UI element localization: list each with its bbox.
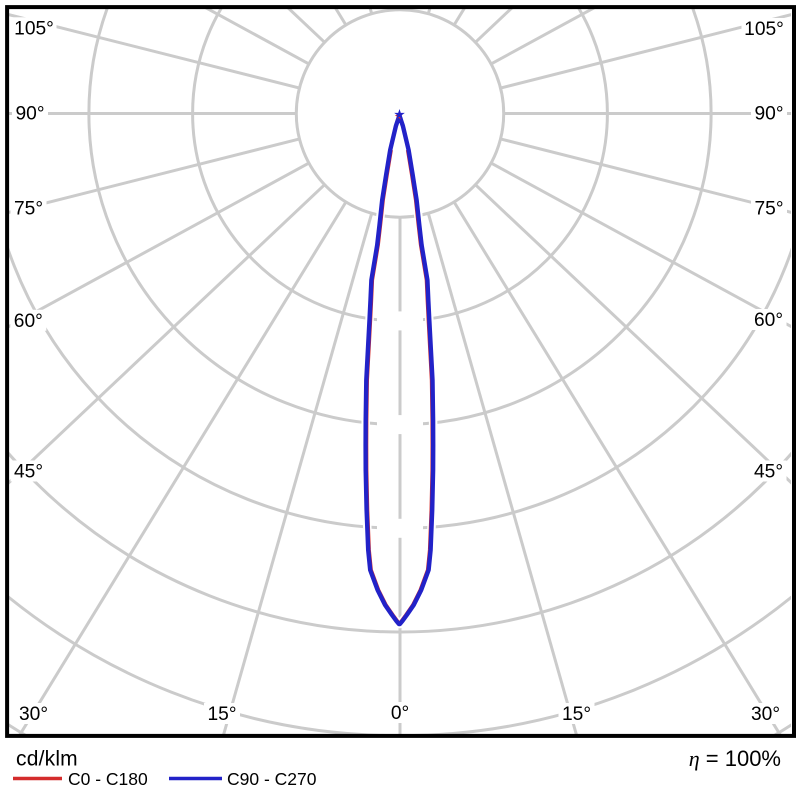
svg-text:η = 100%: η = 100% (689, 746, 781, 771)
svg-text:60°: 60° (754, 310, 783, 331)
svg-text:60°: 60° (14, 311, 43, 332)
svg-text:C90 - C270: C90 - C270 (227, 769, 317, 789)
svg-text:75°: 75° (14, 199, 43, 220)
svg-text:C0 - C180: C0 - C180 (68, 769, 148, 789)
svg-text:105°: 105° (14, 18, 54, 39)
svg-text:105°: 105° (744, 19, 784, 40)
svg-text:90°: 90° (754, 104, 783, 125)
svg-text:45°: 45° (754, 462, 783, 483)
svg-text:0°: 0° (391, 703, 409, 724)
svg-text:30°: 30° (19, 704, 48, 725)
svg-text:75°: 75° (754, 199, 783, 220)
svg-text:15°: 15° (207, 704, 236, 725)
svg-text:cd/klm: cd/klm (16, 748, 78, 771)
svg-text:15°: 15° (562, 704, 591, 725)
svg-text:30°: 30° (751, 704, 780, 725)
svg-text:90°: 90° (15, 104, 44, 125)
svg-text:45°: 45° (14, 462, 43, 483)
